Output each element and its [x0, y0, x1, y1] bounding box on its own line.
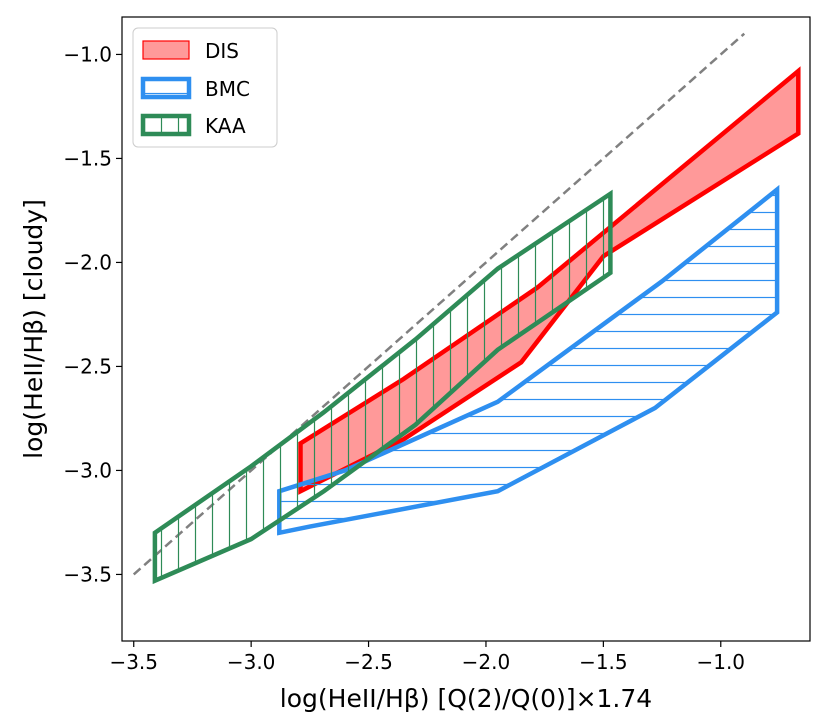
legend-swatch-bmc — [140, 76, 192, 100]
x-tick-label: −2.5 — [344, 650, 393, 674]
legend: DIS BMC KAA — [132, 27, 278, 148]
reference-line — [132, 32, 746, 576]
x-tick-label: −3.5 — [109, 650, 158, 674]
series-kaa-region — [152, 189, 613, 585]
y-axis: −3.5 −3.0 −2.5 −2.0 −1.5 −1.0 — [63, 42, 122, 586]
y-tick-label: −1.5 — [63, 146, 112, 170]
legend-swatch-dis — [142, 40, 190, 60]
y-tick-label: −2.0 — [63, 250, 112, 274]
legend-swatch-kaa — [140, 113, 192, 137]
series-layer — [132, 32, 801, 585]
x-axis: −3.5 −3.0 −2.5 −2.0 −1.5 −1.0 — [109, 641, 745, 674]
y-tick-label: −1.0 — [63, 42, 112, 66]
y-axis-label: log(HeII/Hβ) [cloudy] — [19, 199, 48, 459]
legend-label-bmc: BMC — [205, 77, 250, 101]
y-tick-label: −3.5 — [63, 562, 112, 586]
x-axis-label: log(HeII/Hβ) [Q(2)/Q(0)]×1.74 — [280, 684, 652, 713]
plot-frame — [121, 16, 811, 642]
legend-label-kaa: KAA — [205, 114, 246, 138]
x-tick-label: −2.0 — [462, 650, 511, 674]
x-tick-label: −1.0 — [696, 650, 745, 674]
x-tick-label: −1.5 — [579, 650, 628, 674]
y-tick-label: −3.0 — [63, 458, 112, 482]
y-tick-label: −2.5 — [63, 354, 112, 378]
x-tick-label: −3.0 — [227, 650, 276, 674]
legend-label-dis: DIS — [205, 39, 239, 63]
